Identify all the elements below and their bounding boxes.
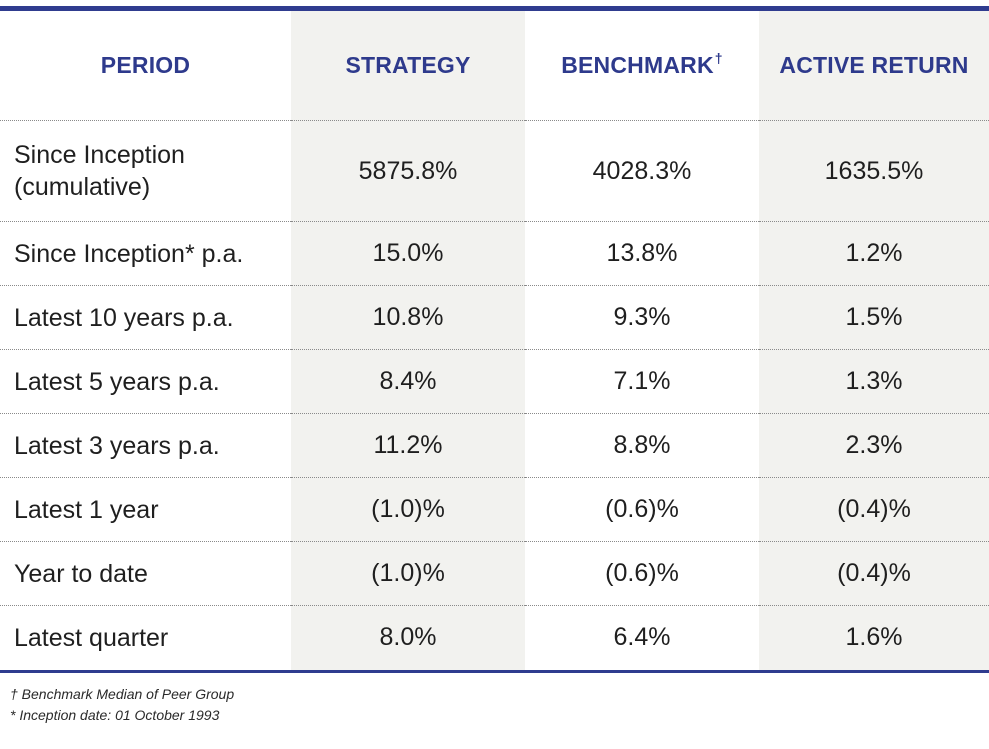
row-benchmark: 7.1% [525, 349, 759, 414]
row-benchmark: 13.8% [525, 221, 759, 286]
row-active-return: (0.4)% [759, 477, 989, 542]
row-period: Year to date [0, 541, 291, 606]
row-period: Latest 3 years p.a. [0, 413, 291, 478]
header-active-return: ACTIVE RETURN [759, 11, 989, 121]
row-period: Since Inception* p.a. [0, 221, 291, 286]
header-row: PERIOD STRATEGY BENCHMARK† ACTIVE RETURN [0, 11, 989, 121]
row-active-return: 1635.5% [759, 120, 989, 222]
table-row: Since Inception* p.a. 15.0% 13.8% 1.2% [0, 221, 989, 286]
row-benchmark: 9.3% [525, 285, 759, 350]
row-period: Since Inception (cumulative) [0, 120, 291, 222]
row-benchmark: 6.4% [613, 623, 671, 652]
row-strategy: 8.0% [291, 605, 525, 670]
row-benchmark: 8.8% [525, 413, 759, 478]
row-active-return: 1.2% [759, 221, 989, 286]
performance-table: PERIOD STRATEGY BENCHMARK† ACTIVE RETURN… [0, 6, 989, 673]
row-strategy: 11.2% [291, 413, 525, 478]
row-strategy: 15.0% [291, 221, 525, 286]
row-active-return: (0.4)% [759, 541, 989, 606]
table-row: Since Inception (cumulative) 5875.8% 402… [0, 120, 989, 222]
row-active-return: 1.3% [759, 349, 989, 414]
row-benchmark: 4028.3% [525, 120, 759, 222]
header-benchmark-label: BENCHMARK [561, 52, 714, 78]
row-benchmark: (0.6)% [525, 477, 759, 542]
header-strategy: STRATEGY [291, 11, 525, 121]
row-period: Latest quarter [14, 623, 169, 652]
header-period: PERIOD [0, 11, 291, 121]
benchmark-footnote: † Benchmark Median of Peer Group [10, 686, 235, 702]
table-row: Latest 5 years p.a. 8.4% 7.1% 1.3% [0, 349, 989, 414]
table-row: Latest 1 year (1.0)% (0.6)% (0.4)% [0, 477, 989, 542]
table-row: Latest 3 years p.a. 11.2% 8.8% 2.3% [0, 413, 989, 478]
row-strategy: 10.8% [291, 285, 525, 350]
row-strategy: (1.0)% [291, 541, 525, 606]
row-strategy: (1.0)% [291, 477, 525, 542]
inception-footnote: * Inception date: 01 October 1993 [10, 707, 220, 723]
row-period: Latest 1 year [0, 477, 291, 542]
row-strategy: 8.4% [291, 349, 525, 414]
bottom-rule [0, 669, 989, 673]
row-period: Latest 5 years p.a. [0, 349, 291, 414]
header-benchmark: BENCHMARK† [525, 11, 759, 121]
row-active-return: 2.3% [759, 413, 989, 478]
row-active-return: 1.6% [759, 605, 989, 670]
footnotes: † Benchmark Median of Peer Group * Incep… [10, 684, 234, 726]
row-period: Latest 10 years p.a. [0, 285, 291, 350]
table-row: Latest quarter 8.0% 6.4% 1.6% [0, 605, 989, 670]
table-row: Latest 10 years p.a. 10.8% 9.3% 1.5% [0, 285, 989, 350]
row-strategy: 5875.8% [291, 120, 525, 222]
row-active-return: 1.5% [759, 285, 989, 350]
table-row: Year to date (1.0)% (0.6)% (0.4)% [0, 541, 989, 606]
row-benchmark: (0.6)% [525, 541, 759, 606]
dagger-mark: † [714, 50, 723, 66]
top-rule [0, 6, 989, 11]
performance-table-container: PERIOD STRATEGY BENCHMARK† ACTIVE RETURN… [0, 6, 989, 673]
